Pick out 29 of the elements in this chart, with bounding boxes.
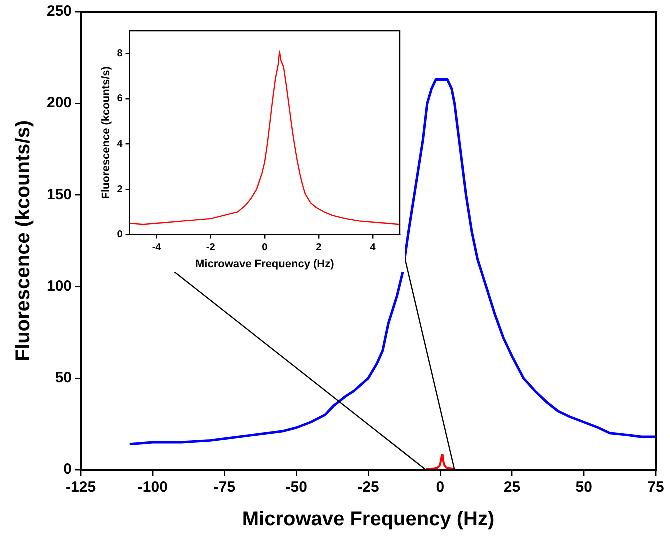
y-tick-label: 250: [46, 3, 72, 20]
y-tick-label: 0: [64, 461, 72, 478]
y-tick-label: 6: [117, 94, 124, 105]
x-tick-label: -4: [152, 242, 162, 254]
x-tick-label: -125: [66, 479, 96, 496]
x-axis-title: Microwave Frequency (Hz): [196, 258, 335, 270]
x-tick-label: 75: [648, 479, 664, 496]
y-tick-label: 150: [46, 186, 72, 204]
y-tick-label: 200: [46, 94, 72, 112]
x-tick-label: -75: [214, 479, 236, 496]
x-tick-label: -100: [138, 479, 168, 496]
y-axis-title: Fluorescence (kcounts/s): [100, 66, 113, 200]
x-tick-label: 0: [262, 242, 268, 254]
y-tick-label: 2: [117, 184, 124, 196]
x-tick-label: -50: [286, 479, 308, 496]
x-tick-label: -2: [206, 242, 216, 254]
x-tick-label: 25: [504, 479, 521, 496]
y-tick-label: 0: [117, 230, 124, 241]
x-axis-title: Microwave Frequency (Hz): [242, 508, 495, 531]
y-tick-label: 100: [46, 278, 72, 295]
x-tick-label: -25: [358, 479, 380, 496]
y-tick-label: 50: [55, 370, 72, 387]
x-tick-label: 4: [370, 242, 376, 254]
y-tick-label: 4: [117, 138, 124, 150]
y-tick-label: 8: [117, 48, 124, 60]
y-axis-title: Fluorescence (kcounts/s): [12, 120, 35, 362]
x-tick-label: 0: [436, 479, 445, 496]
x-tick-label: 50: [576, 479, 592, 496]
x-tick-label: 2: [316, 242, 322, 254]
